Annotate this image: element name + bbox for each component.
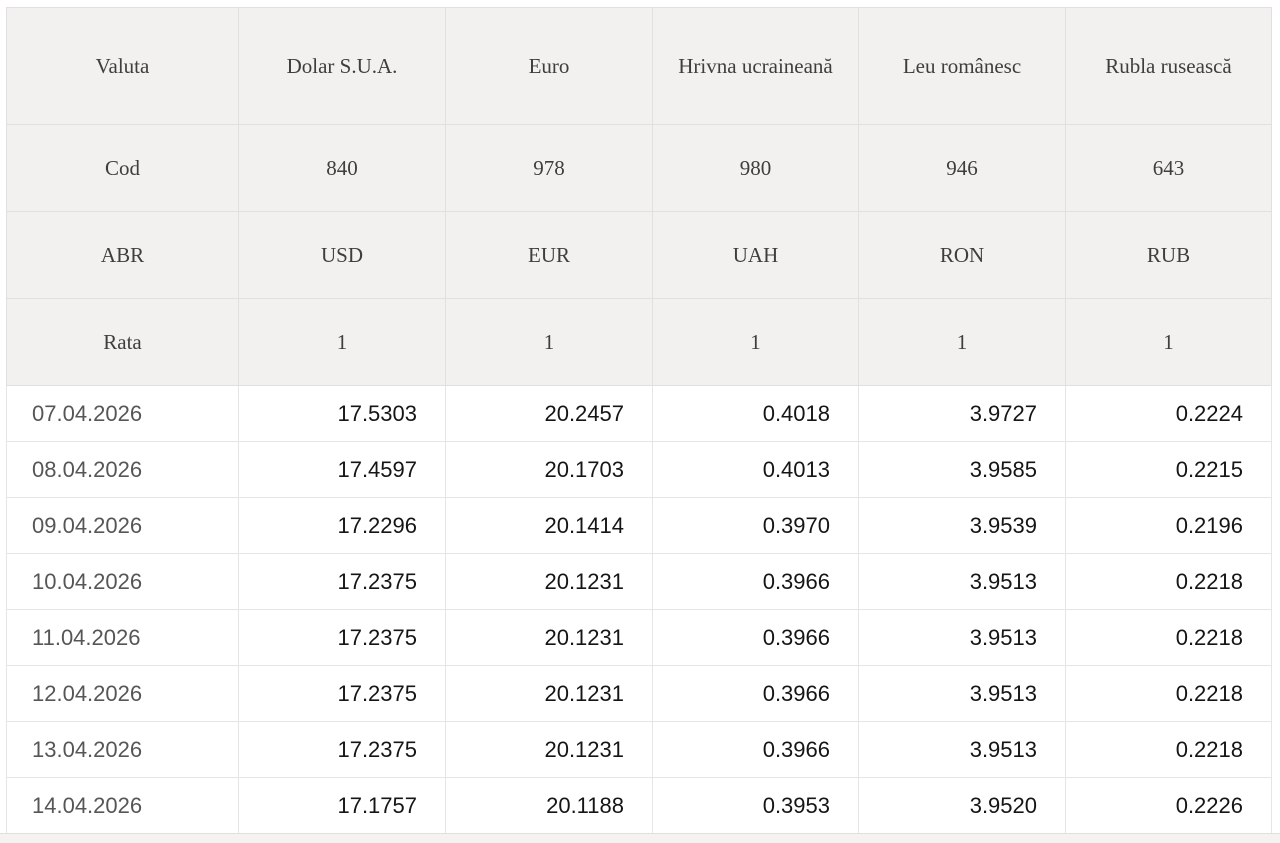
rate-value-cell: 3.9513 [858, 665, 1066, 722]
meta-rows-body: Valuta Dolar S.U.A. Euro Hrivna ucraineană L… [6, 7, 1272, 386]
rate-value-cell: 17.2375 [238, 609, 446, 666]
date-cell: 07.04.2026 [6, 385, 239, 442]
date-cell: 09.04.2026 [6, 497, 239, 554]
date-cell: 14.04.2026 [6, 777, 239, 834]
meta-value: 1 [1065, 298, 1272, 386]
rate-value-cell: 0.2218 [1065, 721, 1272, 778]
row-label: Valuta [6, 7, 239, 125]
table-row: 09.04.2026 17.2296 20.1414 0.3970 3.9539 0.21… [6, 497, 1272, 554]
exchange-rates-table: Valuta Dolar S.U.A. Euro Hrivna ucraineană L… [6, 7, 1272, 834]
meta-value: EUR [445, 211, 653, 299]
meta-value: Euro [445, 7, 653, 125]
rate-value-cell: 0.3966 [652, 721, 859, 778]
rate-value-cell: 20.1231 [445, 609, 653, 666]
rate-value-cell: 0.2218 [1065, 609, 1272, 666]
table-row: 08.04.2026 17.4597 20.1703 0.4013 3.9585 0.22… [6, 441, 1272, 498]
meta-row-valuta: Valuta Dolar S.U.A. Euro Hrivna ucraineană L… [6, 7, 1272, 125]
meta-value: 980 [652, 124, 859, 212]
rate-value-cell: 20.1231 [445, 665, 653, 722]
rate-value-cell: 0.3970 [652, 497, 859, 554]
rate-value-cell: 17.1757 [238, 777, 446, 834]
rate-value-cell: 0.2215 [1065, 441, 1272, 498]
rate-value-cell: 3.9539 [858, 497, 1066, 554]
rate-value-cell: 0.2196 [1065, 497, 1272, 554]
meta-value: 643 [1065, 124, 1272, 212]
rate-value-cell: 20.1703 [445, 441, 653, 498]
rate-value-cell: 3.9513 [858, 609, 1066, 666]
meta-row-abr: ABR USD EUR UAH RON RUB [6, 211, 1272, 299]
rate-value-cell: 3.9727 [858, 385, 1066, 442]
table-row: 10.04.2026 17.2375 20.1231 0.3966 3.9513 0.22… [6, 553, 1272, 610]
rate-value-cell: 17.2296 [238, 497, 446, 554]
rate-value-cell: 3.9520 [858, 777, 1066, 834]
meta-value: RUB [1065, 211, 1272, 299]
meta-value: 1 [445, 298, 653, 386]
rate-value-cell: 17.4597 [238, 441, 446, 498]
meta-value: UAH [652, 211, 859, 299]
rate-value-cell: 0.4018 [652, 385, 859, 442]
rate-value-cell: 0.3953 [652, 777, 859, 834]
rate-value-cell: 20.2457 [445, 385, 653, 442]
rate-value-cell: 0.3966 [652, 553, 859, 610]
rate-value-cell: 3.9513 [858, 721, 1066, 778]
table-row: 11.04.2026 17.2375 20.1231 0.3966 3.9513 0.22… [6, 609, 1272, 666]
rate-value-cell: 0.2224 [1065, 385, 1272, 442]
meta-value: Rubla rusească [1065, 7, 1272, 125]
rate-value-cell: 0.4013 [652, 441, 859, 498]
rate-value-cell: 17.5303 [238, 385, 446, 442]
meta-value: 1 [858, 298, 1066, 386]
page-bottom-strip [0, 833, 1280, 843]
meta-value: Hrivna ucraineană [652, 7, 859, 125]
rate-value-cell: 20.1414 [445, 497, 653, 554]
rate-value-cell: 0.2226 [1065, 777, 1272, 834]
rate-value-cell: 0.2218 [1065, 553, 1272, 610]
meta-value: 946 [858, 124, 1066, 212]
meta-value: RON [858, 211, 1066, 299]
row-label: ABR [6, 211, 239, 299]
rate-value-cell: 20.1231 [445, 553, 653, 610]
data-rows-body: 07.04.2026 17.5303 20.2457 0.4018 3.9727 0.22… [6, 385, 1272, 834]
meta-value: 1 [238, 298, 446, 386]
meta-value: USD [238, 211, 446, 299]
rate-value-cell: 20.1188 [445, 777, 653, 834]
meta-row-rata: Rata 1 1 1 1 1 [6, 298, 1272, 386]
meta-row-cod: Cod 840 978 980 946 643 [6, 124, 1272, 212]
rate-value-cell: 0.3966 [652, 665, 859, 722]
table-row: 14.04.2026 17.1757 20.1188 0.3953 3.9520 0.22… [6, 777, 1272, 834]
meta-value: Leu românesc [858, 7, 1066, 125]
date-cell: 10.04.2026 [6, 553, 239, 610]
row-label: Rata [6, 298, 239, 386]
meta-value: 1 [652, 298, 859, 386]
date-cell: 11.04.2026 [6, 609, 239, 666]
date-cell: 12.04.2026 [6, 665, 239, 722]
table-row: 12.04.2026 17.2375 20.1231 0.3966 3.9513 0.22… [6, 665, 1272, 722]
rate-value-cell: 17.2375 [238, 665, 446, 722]
rate-value-cell: 20.1231 [445, 721, 653, 778]
table-row: 13.04.2026 17.2375 20.1231 0.3966 3.9513 0.22… [6, 721, 1272, 778]
row-label: Cod [6, 124, 239, 212]
meta-value: 978 [445, 124, 653, 212]
meta-value: Dolar S.U.A. [238, 7, 446, 125]
rate-value-cell: 17.2375 [238, 553, 446, 610]
meta-value: 840 [238, 124, 446, 212]
table-row: 07.04.2026 17.5303 20.2457 0.4018 3.9727 0.22… [6, 385, 1272, 442]
rate-value-cell: 0.2218 [1065, 665, 1272, 722]
rate-value-cell: 3.9513 [858, 553, 1066, 610]
rate-value-cell: 3.9585 [858, 441, 1066, 498]
date-cell: 08.04.2026 [6, 441, 239, 498]
rate-value-cell: 0.3966 [652, 609, 859, 666]
rate-value-cell: 17.2375 [238, 721, 446, 778]
date-cell: 13.04.2026 [6, 721, 239, 778]
